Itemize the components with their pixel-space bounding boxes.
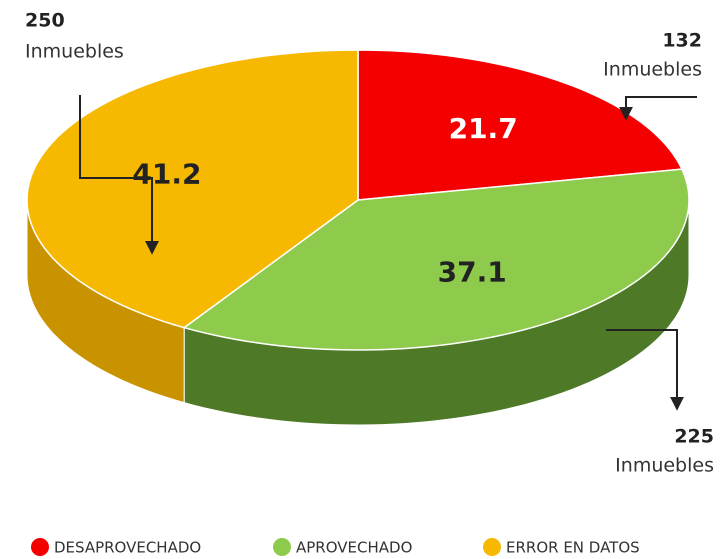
annotation-arrow <box>606 329 684 411</box>
legend-swatch <box>31 538 49 556</box>
value-label: 21.7 <box>449 112 518 145</box>
slice <box>26 49 359 329</box>
annotation-text: Inmuebles <box>603 59 702 81</box>
annotation-text: Inmuebles <box>615 455 714 477</box>
value-label: 37.1 <box>438 256 507 289</box>
slice <box>182 168 690 351</box>
legend-label: APROVECHADO <box>296 539 412 557</box>
annotation-count: 132 <box>662 30 702 52</box>
value-label: 41.2 <box>132 157 201 190</box>
annotation-text: Inmuebles <box>25 41 124 63</box>
annotation-count: 225 <box>674 426 714 448</box>
annotation-arrow <box>619 96 697 121</box>
annotation-count: 250 <box>25 10 65 32</box>
legend-swatch <box>273 538 291 556</box>
legend-swatch <box>483 538 501 556</box>
legend: DESAPROVECHADO APROVECHADO ERROR EN DATOS <box>31 538 640 557</box>
pie: 21.7 37.1 41.2 <box>26 49 690 426</box>
annotation-arrow <box>79 95 159 255</box>
legend-label: DESAPROVECHADO <box>54 539 201 557</box>
legend-label: ERROR EN DATOS <box>506 539 640 557</box>
slice <box>357 49 684 201</box>
